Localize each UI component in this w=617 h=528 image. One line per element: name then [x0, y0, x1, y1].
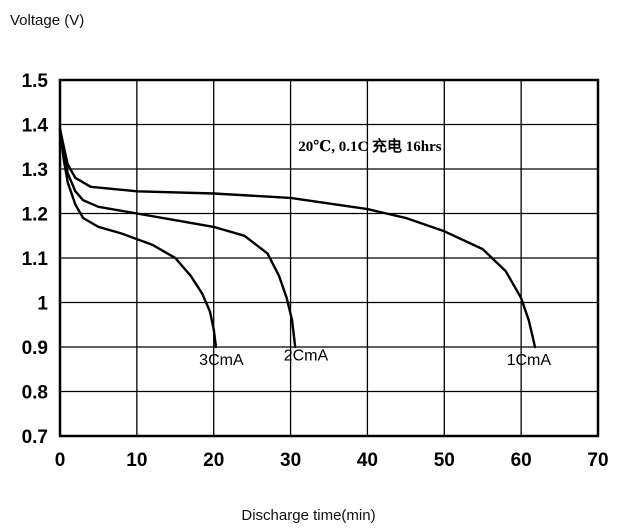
- y-tick-label: 1.2: [22, 205, 48, 226]
- x-tick-label: 60: [511, 450, 532, 471]
- x-tick-label: 70: [587, 450, 608, 471]
- series-line-3CmA: [58, 127, 218, 349]
- x-tick-label: 40: [357, 450, 378, 471]
- series-line-1CmA: [58, 127, 537, 349]
- y-axis-title: Voltage (V): [10, 12, 85, 29]
- chart-annotation: 20℃, 0.1C 充电 16hrs: [298, 137, 442, 155]
- curve-label-2CmA: 2CmA: [284, 347, 329, 364]
- x-tick-label: 0: [55, 450, 66, 471]
- y-tick-label: 1.3: [22, 160, 48, 181]
- x-tick-label: 10: [126, 450, 147, 471]
- y-tick-label: 1: [37, 294, 48, 315]
- x-tick-label: 30: [280, 450, 301, 471]
- y-tick-label: 0.7: [22, 427, 48, 448]
- plot-frame: [58, 78, 600, 438]
- x-tick-label: 20: [203, 450, 224, 471]
- x-tick-label: 50: [434, 450, 455, 471]
- y-tick-label: 1.1: [22, 249, 49, 270]
- y-tick-label: 0.9: [22, 338, 48, 359]
- x-axis-title: Discharge time(min): [241, 507, 376, 524]
- curve-label-1CmA: 1CmA: [507, 352, 552, 369]
- y-tick-label: 1.5: [22, 71, 49, 92]
- y-tick-label: 1.4: [22, 116, 49, 137]
- y-tick-label: 0.8: [22, 383, 48, 404]
- series-line-2CmA: [58, 127, 297, 349]
- curve-label-3CmA: 3CmA: [199, 352, 244, 369]
